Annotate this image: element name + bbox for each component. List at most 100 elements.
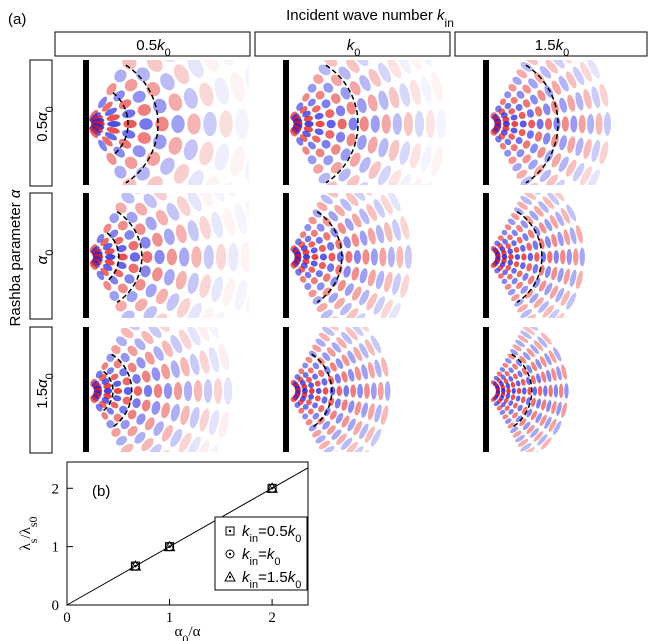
field-lobe xyxy=(329,362,337,372)
field-lobe xyxy=(367,136,378,154)
field-lobe xyxy=(234,203,248,235)
field-lobe xyxy=(89,126,99,139)
field-lobe xyxy=(549,285,559,299)
field-lobe xyxy=(551,233,558,248)
field-lobe xyxy=(312,373,319,380)
field-lobe xyxy=(141,370,151,383)
field-lobe xyxy=(520,443,532,452)
field-lobe xyxy=(304,121,314,127)
field-lobe xyxy=(341,399,348,411)
field-lobe xyxy=(203,111,217,137)
field-lobe xyxy=(321,99,331,109)
y-tick-label: 2 xyxy=(52,481,60,497)
field-lobe xyxy=(307,83,317,93)
field-lobe xyxy=(348,368,355,382)
field-lobe xyxy=(161,402,171,419)
field-lobe xyxy=(316,201,328,211)
field-lobe xyxy=(357,98,367,114)
field-lobe xyxy=(103,280,112,291)
field-lobe xyxy=(109,290,120,301)
field-lobe xyxy=(603,112,612,136)
field-lobe xyxy=(348,117,358,131)
field-lobe xyxy=(357,134,367,150)
field-lobe xyxy=(510,293,520,302)
field-lobe xyxy=(330,93,341,104)
field-lobe xyxy=(328,252,336,262)
field-lobe xyxy=(154,327,170,333)
field-lobe xyxy=(404,244,412,270)
field-panel xyxy=(255,327,449,452)
field-lobe xyxy=(542,132,551,145)
field-lobe xyxy=(533,277,541,289)
field-lobe xyxy=(299,275,307,283)
field-lobe xyxy=(143,305,158,318)
field-lobe xyxy=(551,312,565,318)
field-lobe xyxy=(366,203,378,221)
arc xyxy=(525,64,559,184)
field-lobe xyxy=(98,96,108,109)
panel-label: (a) xyxy=(8,11,26,28)
field-lobe xyxy=(204,444,220,452)
text-part: α xyxy=(7,189,24,198)
field-lobe xyxy=(103,388,113,394)
field-lobe xyxy=(563,268,571,285)
field-lobe xyxy=(240,241,249,273)
field-lobe xyxy=(359,75,371,92)
field-lobe xyxy=(539,66,552,79)
text-part: k xyxy=(437,7,446,24)
field-lobe xyxy=(377,381,384,401)
field-lobe xyxy=(310,277,318,285)
field-lobe xyxy=(553,347,562,362)
field-lobe xyxy=(515,137,523,145)
text-part: Incident wave number xyxy=(286,7,437,24)
field-lobe xyxy=(312,412,320,420)
field-lobe xyxy=(123,387,133,395)
field-lobe xyxy=(107,121,121,127)
text-part: /α xyxy=(188,624,200,640)
field-lobe xyxy=(334,297,345,310)
field-lobe xyxy=(544,85,554,98)
field-lobe xyxy=(143,385,153,397)
field-lobe xyxy=(129,252,141,262)
field-lobe xyxy=(567,94,576,112)
field-lobe xyxy=(373,296,386,315)
text-part: α xyxy=(34,379,51,388)
field-lobe xyxy=(409,79,421,106)
field-lobe xyxy=(117,283,128,294)
field-lobe xyxy=(516,224,523,233)
field-lobe xyxy=(298,407,305,414)
field-lobe xyxy=(330,161,342,174)
text-part: = xyxy=(258,546,267,563)
field-lobe xyxy=(128,240,139,251)
text-part: k xyxy=(242,546,251,563)
field-lobe xyxy=(370,382,377,400)
field-lobe xyxy=(152,232,163,247)
legend-label: kin=k0 xyxy=(242,546,280,568)
field-lobe xyxy=(553,420,562,435)
field-lobe xyxy=(203,244,214,270)
field-lobe xyxy=(161,425,174,442)
field-lobe xyxy=(139,118,153,130)
field-lobe xyxy=(344,218,354,231)
field-lobe xyxy=(504,138,512,146)
field-lobe xyxy=(121,310,135,318)
field-lobe xyxy=(388,139,400,162)
field-lobe xyxy=(414,110,425,138)
field-lobe xyxy=(502,414,509,420)
field-lobe xyxy=(530,361,538,372)
field-lobe xyxy=(173,466,197,491)
field-lobe xyxy=(175,270,187,290)
field-lobe xyxy=(119,368,128,377)
field-lobe xyxy=(137,104,151,116)
field-lobe xyxy=(515,380,521,387)
field-panel xyxy=(55,193,249,318)
field-lobe xyxy=(116,245,127,253)
field-lobe xyxy=(516,387,522,395)
field-lobe xyxy=(353,346,363,362)
field-lobe xyxy=(208,346,220,373)
field-lobe xyxy=(519,418,527,427)
field-lobe xyxy=(370,335,382,354)
field-lobe xyxy=(499,142,507,150)
field-lobe xyxy=(132,373,141,384)
field-lobe xyxy=(312,209,323,218)
